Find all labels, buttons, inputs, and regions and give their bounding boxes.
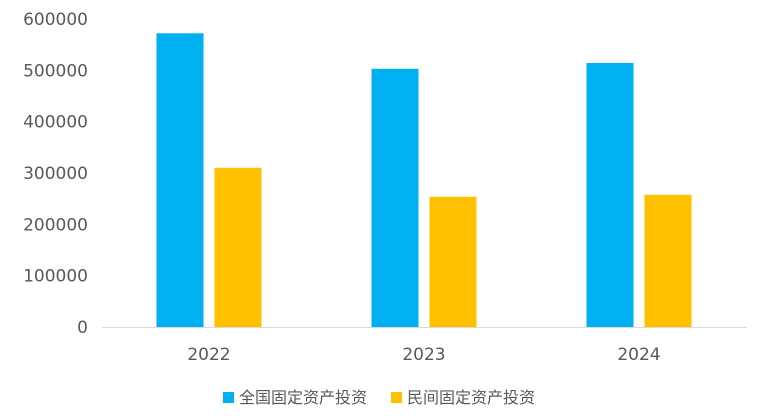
y-tick-label: 600000 bbox=[23, 10, 88, 30]
x-tick-label: 2022 bbox=[187, 345, 230, 365]
bar-private-2023 bbox=[429, 196, 477, 327]
legend-label: 民间固定资产投资 bbox=[407, 388, 535, 407]
bar-national-2024 bbox=[586, 62, 634, 327]
x-tick-label: 2023 bbox=[402, 345, 445, 365]
y-tick-label: 100000 bbox=[23, 267, 88, 287]
y-tick-label: 500000 bbox=[23, 61, 88, 81]
bar-national-2023 bbox=[371, 68, 419, 328]
bar-private-2022 bbox=[214, 167, 262, 327]
y-tick-label: 200000 bbox=[23, 215, 88, 235]
bar-private-2024 bbox=[644, 194, 692, 327]
bar-national-2022 bbox=[156, 33, 204, 328]
y-tick-label: 0 bbox=[77, 318, 88, 338]
legend-label: 全国固定资产投资 bbox=[239, 388, 367, 407]
y-tick-label: 400000 bbox=[23, 113, 88, 133]
legend-swatch bbox=[391, 392, 402, 403]
legend-swatch bbox=[223, 392, 234, 403]
x-tick-label: 2024 bbox=[617, 345, 660, 365]
y-tick-label: 300000 bbox=[23, 164, 88, 184]
